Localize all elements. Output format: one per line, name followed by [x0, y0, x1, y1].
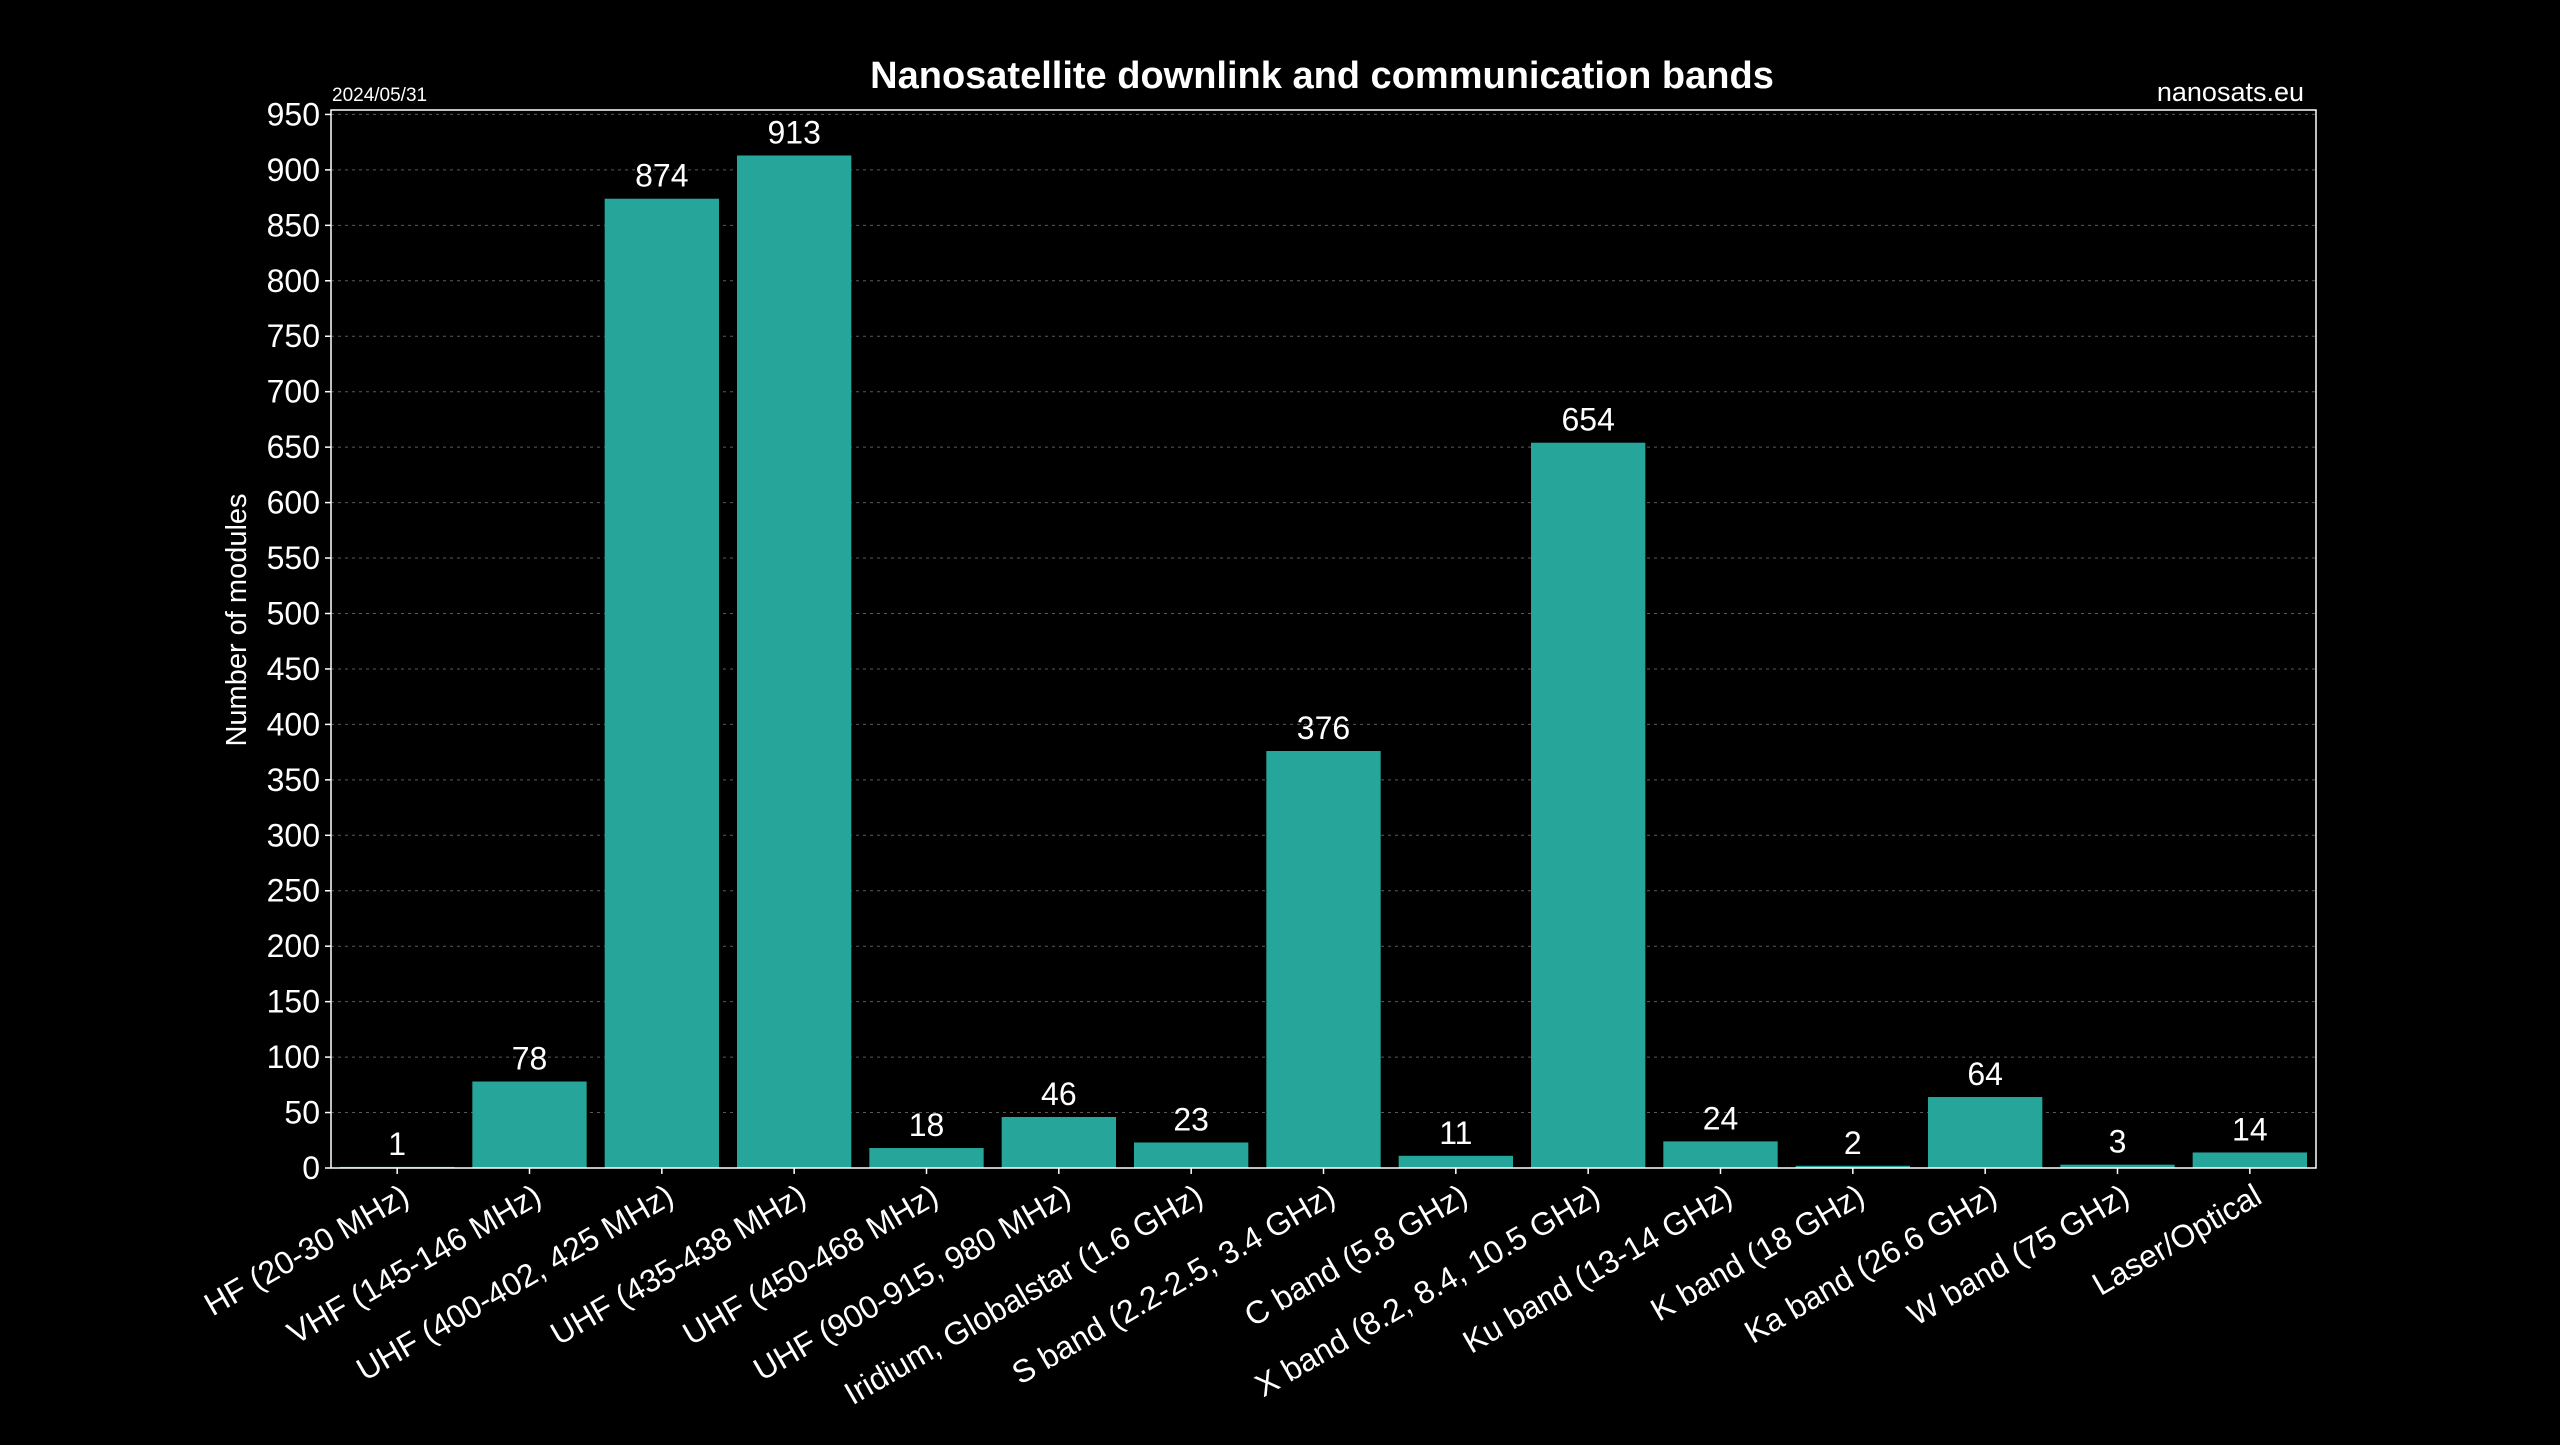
- y-tick-label: 900: [267, 152, 320, 188]
- value-labels: 1 78 874 913 18 46 23 376 11 654 24 2 64 3 14: [388, 114, 2267, 1161]
- value-label: 78: [512, 1040, 548, 1076]
- y-tick-label: 850: [267, 207, 320, 243]
- y-tick-label: 200: [267, 928, 320, 964]
- bar: [1795, 1165, 1910, 1168]
- value-label: 14: [2232, 1111, 2268, 1147]
- bar: [1928, 1097, 2043, 1168]
- value-label: 913: [767, 114, 820, 150]
- y-tick-label: 800: [267, 263, 320, 299]
- x-tick-label: K band (18 GHz): [1644, 1177, 1870, 1328]
- value-label: 376: [1297, 710, 1350, 746]
- bar: [737, 155, 852, 1168]
- y-axis-label: Number of modules: [221, 493, 253, 746]
- y-tick-label: 600: [267, 485, 320, 521]
- y-tick-labels: 0 50 100 150 200 250 300 350 400 450 500 550 600 650 7…: [267, 96, 331, 1186]
- bar: [1134, 1142, 1249, 1168]
- chart-title: Nanosatellite downlink and communication…: [870, 55, 1774, 97]
- y-tick-label: 50: [284, 1095, 320, 1131]
- bar: [1531, 442, 1646, 1168]
- bar: [869, 1148, 984, 1168]
- value-label: 874: [635, 158, 688, 194]
- date-label: 2024/05/31: [332, 85, 427, 106]
- y-tick-label: 500: [267, 595, 320, 631]
- y-tick-label: 350: [267, 762, 320, 798]
- bar: [1001, 1116, 1116, 1168]
- value-label: 2: [1844, 1125, 1862, 1161]
- y-tick-label: 950: [267, 96, 320, 132]
- x-tick-label: UHF (435-438 MHz): [544, 1177, 811, 1352]
- y-tick-label: 550: [267, 540, 320, 576]
- value-label: 23: [1173, 1101, 1209, 1137]
- value-label: 46: [1041, 1076, 1077, 1112]
- value-label: 64: [1967, 1056, 2003, 1092]
- plot-frame: [330, 109, 2317, 1169]
- x-tick-label: W band (75 GHz): [1901, 1177, 2135, 1333]
- bar: [1398, 1155, 1513, 1168]
- y-tick-label: 400: [267, 706, 320, 742]
- x-tick-labels: HF (20-30 MHz)VHF (145-146 MHz)UHF (400-…: [198, 1168, 2267, 1412]
- value-label: 654: [1561, 402, 1614, 438]
- bars: [340, 155, 2307, 1168]
- bar: [2192, 1152, 2307, 1168]
- y-tick-label: 250: [267, 873, 320, 909]
- value-label: 3: [2109, 1124, 2127, 1160]
- y-tick-label: 450: [267, 651, 320, 687]
- y-tick-label: 650: [267, 429, 320, 465]
- value-label: 24: [1703, 1100, 1739, 1136]
- y-tick-label: 100: [267, 1039, 320, 1075]
- y-tick-label: 700: [267, 374, 320, 410]
- value-label: 18: [909, 1107, 945, 1143]
- bar: [1266, 751, 1381, 1168]
- bar: [472, 1081, 587, 1168]
- x-tick-label: Ka band (26.6 GHz): [1738, 1177, 2002, 1350]
- source-label: nanosats.eu: [2157, 77, 2304, 107]
- y-tick-label: 750: [267, 318, 320, 354]
- bar: [1663, 1141, 1778, 1168]
- bar: [2060, 1164, 2175, 1168]
- y-tick-label: 150: [267, 984, 320, 1020]
- value-label: 11: [1439, 1115, 1472, 1151]
- bar: [604, 198, 719, 1168]
- y-tick-label: 0: [302, 1150, 320, 1186]
- value-label: 1: [388, 1126, 406, 1162]
- y-tick-label: 300: [267, 817, 320, 853]
